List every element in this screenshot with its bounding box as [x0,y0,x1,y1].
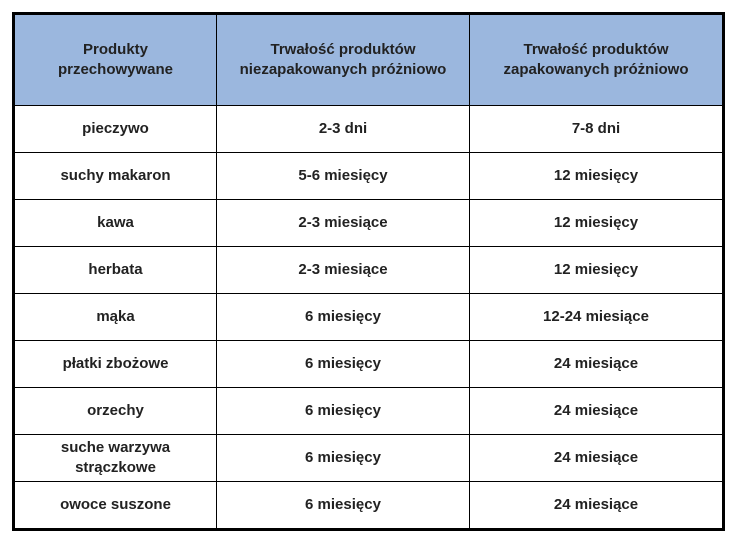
cell-line: zapakowanych próżniowo [503,61,689,78]
cell-line: strączkowe [75,459,156,476]
table-row: suchy makaron 5-6 miesięcy 12 miesięcy [13,152,724,200]
table-cell: 12 miesięcy [469,199,724,247]
table-cell: płatki zbożowe [13,340,217,388]
table-cell: 5-6 miesięcy [216,152,470,200]
table-cell: orzechy [13,387,217,435]
table-cell: 24 miesiące [469,481,724,530]
table-row: mąka 6 miesięcy 12-24 miesiące [13,293,724,341]
table-cell: 6 miesięcy [216,293,470,341]
table-cell: suche warzywa strączkowe [13,434,217,482]
cell-line: Trwałość produktów [270,41,416,58]
table-row: orzechy 6 miesięcy 24 miesiące [13,387,724,435]
table-row: herbata 2-3 miesiące 12 miesięcy [13,246,724,294]
table-cell: 2-3 miesiące [216,246,470,294]
table-cell: 12-24 miesiące [469,293,724,341]
table-cell: mąka [13,293,217,341]
header-cell: Trwałość produktów niezapakowanych próżni… [216,13,470,106]
table-cell: suchy makaron [13,152,217,200]
table-row: płatki zbożowe 6 miesięcy 24 miesiące [13,340,724,388]
table-row: suche warzywa strączkowe 6 miesięcy 24 mies… [13,434,724,482]
table-cell: owoce suszone [13,481,217,530]
table-cell: 7-8 dni [469,105,724,153]
table-cell: herbata [13,246,217,294]
cell-line: Trwałość produktów [523,41,669,58]
table-cell: 6 miesięcy [216,481,470,530]
cell-line: Produkty [82,41,148,58]
header-cell: Produkty przechowywane [13,13,217,106]
table-row: kawa 2-3 miesiące 12 miesięcy [13,199,724,247]
table-body: pieczywo 2-3 dni 7-8 dni suchy makaron 5-6 m… [13,105,724,530]
table-cell: pieczywo [13,105,217,153]
cell-line: przechowywane [57,61,174,78]
table-row: owoce suszone 6 miesięcy 24 miesiące [13,481,724,530]
table-cell: 12 miesięcy [469,152,724,200]
cell-line: suche warzywa [60,439,171,456]
table-cell: 2-3 miesiące [216,199,470,247]
table-cell: 12 miesięcy [469,246,724,294]
table-cell: 6 miesięcy [216,387,470,435]
table-cell: 2-3 dni [216,105,470,153]
cell-line: niezapakowanych próżniowo [239,61,447,78]
table-cell: 6 miesięcy [216,340,470,388]
table-cell: kawa [13,199,217,247]
header-row: Produkty przechowywane Trwałość produktów n… [13,13,724,106]
shelf-life-table: Produkty przechowywane Trwałość produktów n… [12,12,725,531]
table-cell: 24 miesiące [469,340,724,388]
header-cell: Trwałość produktów zapakowanych próżniowo [469,13,724,106]
table-cell: 24 miesiące [469,387,724,435]
table-cell: 6 miesięcy [216,434,470,482]
table-row: pieczywo 2-3 dni 7-8 dni [13,105,724,153]
table-cell: 24 miesiące [469,434,724,482]
